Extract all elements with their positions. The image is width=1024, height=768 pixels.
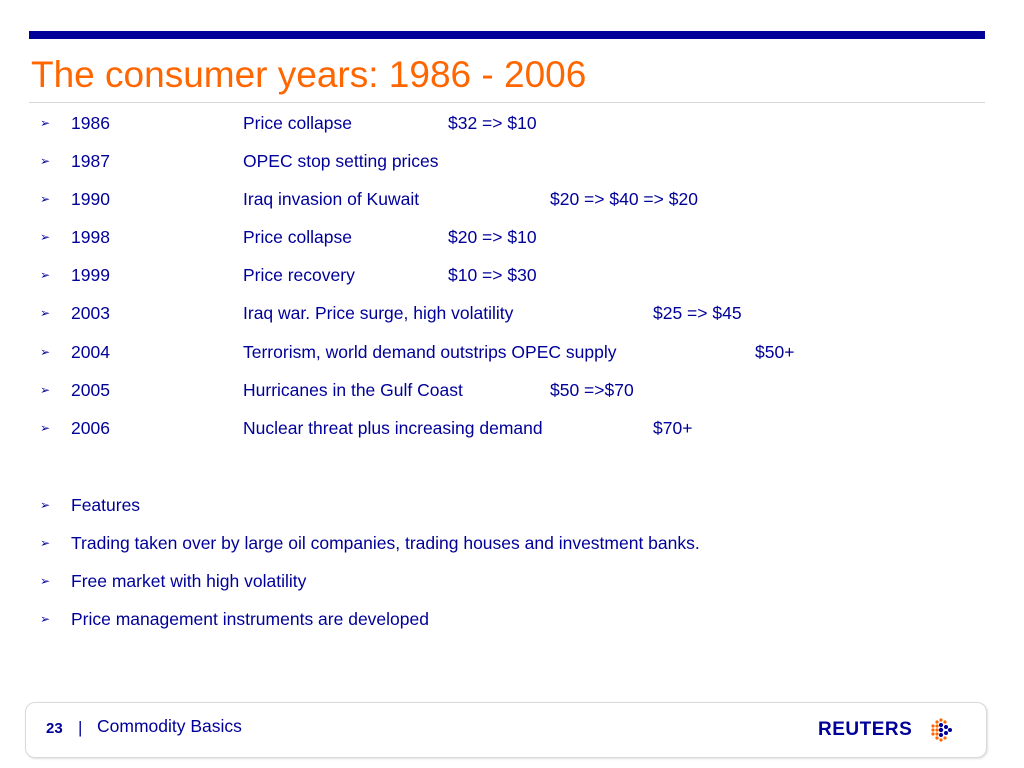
timeline-year: 2005 — [71, 380, 110, 400]
timeline-item: ➢ 1998 Price collapse $20 => $10 — [0, 226, 1024, 248]
bullet-arrow-icon: ➢ — [40, 383, 51, 397]
page-number: 23 — [46, 720, 63, 737]
bullet-arrow-icon: ➢ — [40, 612, 51, 626]
bullet-arrow-icon: ➢ — [40, 421, 51, 435]
bullet-arrow-icon: ➢ — [40, 116, 51, 130]
bullet-arrow-icon: ➢ — [40, 498, 51, 512]
timeline-year: 1987 — [71, 151, 110, 171]
timeline-event: Price recovery — [243, 265, 355, 285]
feature-item: ➢ Features — [0, 494, 1024, 516]
timeline-event: Price collapse — [243, 227, 352, 247]
timeline-year: 1998 — [71, 227, 110, 247]
slide-title: The consumer years: 1986 - 2006 — [31, 54, 587, 95]
timeline-item: ➢ 1987 OPEC stop setting prices — [0, 150, 1024, 172]
timeline-item: ➢ 2005 Hurricanes in the Gulf Coast $50 … — [0, 379, 1024, 401]
timeline-item: ➢ 1999 Price recovery $10 => $30 — [0, 264, 1024, 286]
bullet-arrow-icon: ➢ — [40, 192, 51, 206]
feature-text: Free market with high volatility — [71, 571, 307, 591]
timeline-event: OPEC stop setting prices — [243, 151, 439, 171]
feature-text: Trading taken over by large oil companie… — [71, 533, 700, 553]
timeline-event: Iraq invasion of Kuwait — [243, 189, 420, 209]
timeline-item: ➢ 2003 Iraq war. Price surge, high volat… — [0, 302, 1024, 324]
timeline-event: Hurricanes in the Gulf Coast — [243, 380, 463, 400]
timeline-price: $70+ — [653, 418, 693, 438]
top-accent-bar — [29, 31, 985, 39]
timeline-price: $50 =>$70 — [550, 380, 634, 400]
feature-item: ➢ Trading taken over by large oil compan… — [0, 532, 1024, 554]
timeline-year: 2006 — [71, 418, 110, 438]
timeline-item: ➢ 1990 Iraq invasion of Kuwait $20 => $4… — [0, 188, 1024, 210]
timeline-price: $32 => $10 — [448, 113, 537, 133]
timeline-item: ➢ 2004 Terrorism, world demand outstrips… — [0, 341, 1024, 363]
timeline-event: Iraq war. Price surge, high volatility — [243, 303, 514, 323]
logo-wordmark: REUTERS — [818, 719, 913, 740]
timeline-year: 1986 — [71, 113, 110, 133]
timeline-event: Price collapse — [243, 113, 352, 133]
footer-bar — [25, 702, 987, 758]
feature-text: Price management instruments are develop… — [71, 609, 429, 629]
reuters-dots-icon — [931, 718, 952, 742]
feature-item: ➢ Free market with high volatility — [0, 570, 1024, 592]
timeline-year: 2003 — [71, 303, 110, 323]
feature-text: Features — [71, 495, 141, 515]
timeline-price: $20 => $10 — [448, 227, 537, 247]
bullet-arrow-icon: ➢ — [40, 154, 51, 168]
bullet-arrow-icon: ➢ — [40, 574, 51, 588]
title-divider — [29, 102, 985, 103]
timeline-item: ➢ 1986 Price collapse $32 => $10 — [0, 112, 1024, 134]
bullet-arrow-icon: ➢ — [40, 536, 51, 550]
timeline-price: $25 => $45 — [653, 303, 742, 323]
timeline-price: $50+ — [755, 342, 795, 362]
bullet-arrow-icon: ➢ — [40, 268, 51, 282]
bullet-arrow-icon: ➢ — [40, 306, 51, 320]
timeline-item: ➢ 2006 Nuclear threat plus increasing de… — [0, 417, 1024, 439]
timeline-event: Nuclear threat plus increasing demand — [243, 418, 543, 438]
timeline-year: 2004 — [71, 342, 110, 362]
footer-title: Commodity Basics — [97, 716, 242, 736]
timeline-price: $10 => $30 — [448, 265, 537, 285]
timeline-event: Terrorism, world demand outstrips OPEC s… — [243, 342, 617, 362]
bullet-arrow-icon: ➢ — [40, 230, 51, 244]
bullet-list: ➢ 1986 Price collapse $32 => $10 ➢ 1987 … — [0, 112, 1024, 630]
timeline-year: 1990 — [71, 189, 110, 209]
bullet-arrow-icon: ➢ — [40, 345, 51, 359]
timeline-price: $20 => $40 => $20 — [550, 189, 698, 209]
feature-item: ➢ Price management instruments are devel… — [0, 608, 1024, 630]
timeline-year: 1999 — [71, 265, 110, 285]
footer-separator: | — [78, 718, 83, 737]
